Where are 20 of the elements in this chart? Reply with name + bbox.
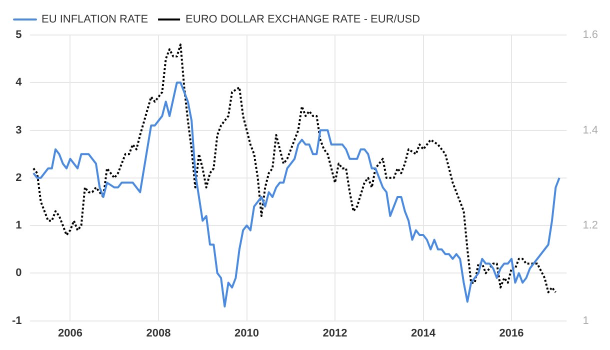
x-tick-label: 2012 xyxy=(322,327,348,340)
x-tick-label: 2008 xyxy=(146,327,171,340)
y-tick-label: -1 xyxy=(12,314,22,327)
x-tick-label: 2014 xyxy=(411,327,436,340)
y-tick-label: 0 xyxy=(16,267,22,280)
legend-label: EURO DOLLAR EXCHANGE RATE - EUR/USD xyxy=(186,14,420,26)
y2-tick-label: 1 xyxy=(582,314,589,327)
y2-tick-label: 1.6 xyxy=(582,29,598,42)
legend-label: EU INFLATION RATE xyxy=(42,14,148,26)
y2-tick-label: 1.2 xyxy=(582,220,598,232)
y-tick-label: 1 xyxy=(16,220,22,232)
line-series xyxy=(32,44,557,294)
y-tick-label: 4 xyxy=(16,76,23,89)
y-tick-label: 5 xyxy=(16,29,22,42)
y-tick-label: 2 xyxy=(16,172,22,184)
x-tick-label: 2016 xyxy=(499,327,524,340)
y2-tick-label: 1.4 xyxy=(582,124,598,136)
x-tick-label: 2010 xyxy=(234,327,259,340)
y-tick-label: 3 xyxy=(16,124,22,136)
x-tick-label: 2006 xyxy=(58,327,82,340)
